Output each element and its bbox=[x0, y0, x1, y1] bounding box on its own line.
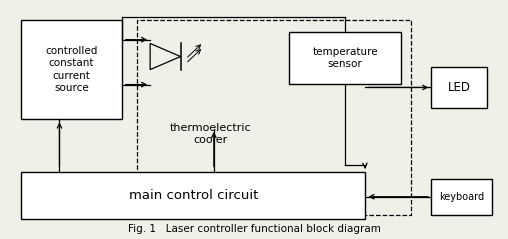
Text: Fig. 1   Laser controller functional block diagram: Fig. 1 Laser controller functional block… bbox=[128, 223, 380, 234]
FancyBboxPatch shape bbox=[290, 32, 401, 84]
Text: temperature
sensor: temperature sensor bbox=[312, 47, 378, 69]
FancyBboxPatch shape bbox=[21, 172, 365, 219]
Text: main control circuit: main control circuit bbox=[129, 189, 258, 202]
FancyBboxPatch shape bbox=[431, 179, 492, 215]
Text: LED: LED bbox=[448, 81, 471, 94]
FancyBboxPatch shape bbox=[431, 67, 487, 108]
Text: keyboard: keyboard bbox=[439, 192, 484, 202]
Text: controlled
constant
current
source: controlled constant current source bbox=[45, 46, 98, 93]
Text: thermoelectric
cooler: thermoelectric cooler bbox=[170, 123, 252, 145]
FancyBboxPatch shape bbox=[21, 20, 122, 120]
